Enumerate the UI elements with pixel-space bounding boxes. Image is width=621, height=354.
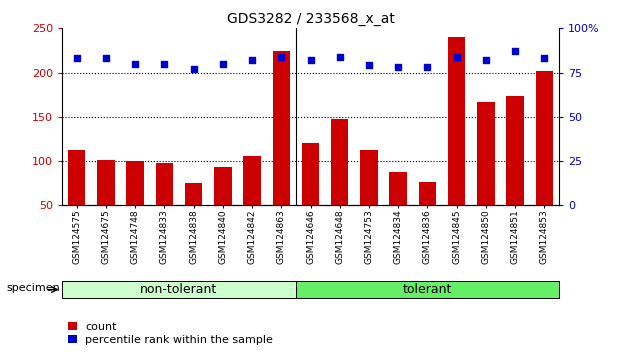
Point bbox=[72, 56, 82, 61]
Point bbox=[276, 54, 286, 59]
Point bbox=[160, 61, 170, 67]
Point bbox=[364, 63, 374, 68]
Point bbox=[539, 56, 549, 61]
Point bbox=[218, 61, 228, 67]
Point bbox=[101, 56, 111, 61]
Bar bbox=[127, 161, 144, 250]
Text: non-tolerant: non-tolerant bbox=[140, 283, 217, 296]
Point bbox=[393, 64, 403, 70]
Point bbox=[422, 64, 432, 70]
Point bbox=[451, 54, 461, 59]
Bar bbox=[506, 97, 524, 250]
Bar bbox=[185, 183, 202, 250]
Point bbox=[247, 57, 257, 63]
Title: GDS3282 / 233568_x_at: GDS3282 / 233568_x_at bbox=[227, 12, 394, 26]
Legend: count, percentile rank within the sample: count, percentile rank within the sample bbox=[68, 321, 273, 345]
Bar bbox=[477, 102, 494, 250]
Bar bbox=[62, 281, 296, 298]
Bar bbox=[68, 150, 86, 250]
Bar bbox=[97, 160, 115, 250]
Point bbox=[335, 54, 345, 59]
Bar bbox=[331, 119, 348, 250]
Point bbox=[189, 66, 199, 72]
Point bbox=[306, 57, 315, 63]
Bar bbox=[156, 163, 173, 250]
Point bbox=[510, 48, 520, 54]
Bar bbox=[296, 281, 559, 298]
Bar bbox=[535, 71, 553, 250]
Text: specimen: specimen bbox=[6, 283, 60, 293]
Bar bbox=[389, 172, 407, 250]
Bar bbox=[214, 167, 232, 250]
Bar bbox=[302, 143, 319, 250]
Point bbox=[481, 57, 491, 63]
Bar bbox=[448, 37, 465, 250]
Bar bbox=[273, 51, 290, 250]
Bar bbox=[360, 150, 378, 250]
Point bbox=[130, 61, 140, 67]
Bar bbox=[419, 182, 436, 250]
Text: tolerant: tolerant bbox=[402, 283, 452, 296]
Bar bbox=[243, 156, 261, 250]
